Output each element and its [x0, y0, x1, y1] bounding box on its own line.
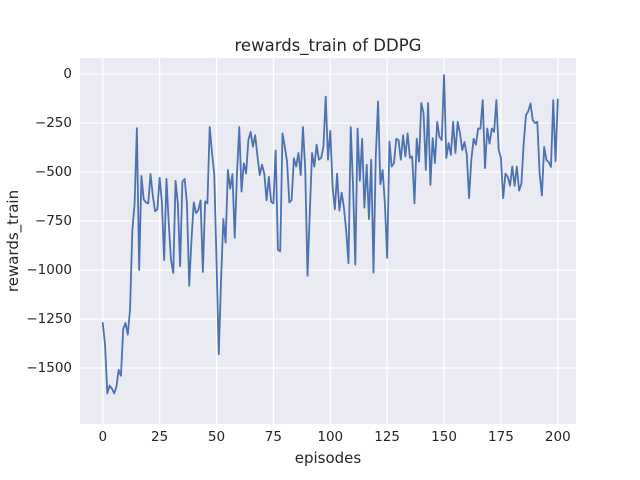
y-tick-label: −1250 [26, 310, 72, 327]
x-tick-label: 175 [488, 429, 514, 445]
chart-title: rewards_train of DDPG [234, 36, 422, 55]
y-tick-label: −250 [34, 115, 72, 132]
x-tick-label: 200 [544, 429, 571, 445]
x-tick-label: 25 [151, 429, 169, 445]
plot-background [80, 58, 576, 424]
x-tick-label: 150 [431, 429, 457, 445]
y-tick-label: −1000 [26, 261, 72, 278]
x-tick-label: 125 [374, 429, 401, 445]
y-tick-label: −500 [34, 164, 72, 181]
x-tick-label: 50 [207, 429, 226, 445]
y-tick-label: 0 [63, 66, 72, 83]
y-tick-label: −1500 [26, 359, 72, 376]
x-axis-label: episodes [294, 449, 362, 467]
x-tick-label: 100 [317, 429, 344, 445]
rewards-line-series [101, 74, 559, 395]
y-tick-label: −750 [34, 213, 72, 229]
x-tick-label: 75 [264, 429, 282, 445]
x-tick-label: 0 [98, 429, 108, 445]
